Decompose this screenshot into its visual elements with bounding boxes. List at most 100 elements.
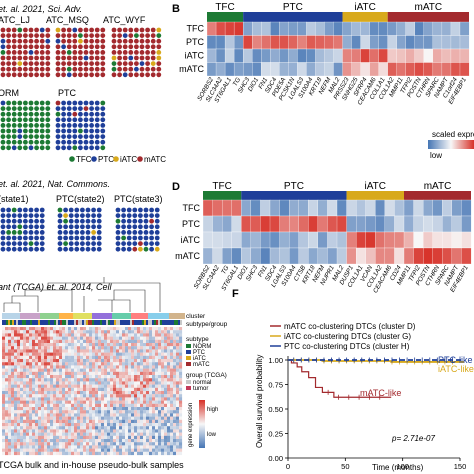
- bulk-heatmap-cell: [35, 384, 39, 388]
- cell-dot: [126, 241, 132, 247]
- cell-dot: [72, 72, 78, 78]
- heatmap-cell: [231, 199, 242, 217]
- bulk-heatmap-cell: [17, 426, 21, 430]
- bulk-heatmap-cell: [59, 429, 63, 433]
- cell-dot: [6, 50, 11, 55]
- bulk-heatmap-cell: [128, 330, 132, 334]
- heatmap-cell: [260, 215, 271, 233]
- heatmap-cell: [396, 62, 407, 77]
- bulk-heatmap-cell: [8, 410, 12, 414]
- bulk-heatmap-cell: [176, 416, 180, 420]
- bulk-heatmap-cell: [77, 387, 81, 392]
- bulk-heatmap-cell: [41, 439, 45, 443]
- bulk-heatmap-cell: [11, 346, 15, 350]
- cell-dot: [83, 66, 89, 72]
- heatmap-cell: [387, 21, 398, 36]
- bulk-heatmap-cell: [59, 355, 63, 360]
- bulk-heatmap-cell: [86, 333, 90, 337]
- bulk-heatmap-cell: [77, 416, 81, 420]
- bulk-heatmap-cell: [14, 387, 18, 392]
- bulk-heatmap-cell: [122, 365, 126, 369]
- bulk-heatmap-cell: [86, 346, 90, 350]
- bulk-heatmap-cell: [68, 432, 72, 436]
- bulk-heatmap-cell: [89, 403, 93, 408]
- bulk-heatmap-cell: [59, 336, 63, 340]
- bulk-heatmap-cell: [53, 416, 57, 420]
- bulk-heatmap-cell: [119, 419, 123, 424]
- bulk-heatmap-cell: [95, 407, 99, 411]
- bulk-heatmap-cell: [137, 416, 141, 420]
- cell-dot: [94, 145, 100, 151]
- heatmap-cell: [396, 48, 407, 63]
- bulk-heatmap-cell: [128, 339, 132, 344]
- bulk-heatmap-cell: [176, 413, 180, 417]
- bulk-heatmap-cell: [158, 371, 162, 376]
- cell-dot: [61, 106, 66, 111]
- bulk-heatmap-cell: [53, 419, 57, 424]
- bulk-heatmap-cell: [149, 381, 153, 385]
- cell-dot: [111, 66, 117, 72]
- cell-dot: [61, 27, 66, 33]
- bulk-heatmap-cell: [83, 352, 87, 356]
- bulk-heatmap-cell: [164, 368, 168, 372]
- bulk-heatmap-cell: [122, 387, 126, 392]
- bulk-heatmap-cell: [143, 394, 147, 398]
- cell-dot: [34, 241, 39, 247]
- bulk-heatmap-cell: [62, 349, 66, 353]
- bulk-heatmap-cell: [128, 368, 132, 372]
- bulk-heatmap-cell: [23, 403, 27, 408]
- bulk-heatmap-cell: [110, 359, 114, 363]
- bulk-heatmap-cell: [173, 445, 177, 449]
- bulk-heatmap-cell: [101, 423, 105, 427]
- bulk-heatmap-cell: [167, 403, 171, 408]
- bulk-heatmap-cell: [122, 397, 126, 401]
- bulk-heatmap-cell: [17, 352, 21, 356]
- heatmap-cell: [414, 35, 425, 50]
- bulk-heatmap-cell: [8, 352, 12, 356]
- cell-dot: [28, 139, 34, 145]
- bulk-heatmap-cell: [50, 378, 54, 382]
- row-label-ptc: PTC: [186, 37, 205, 47]
- bulk-heatmap-cell: [131, 403, 135, 408]
- bulk-heatmap-cell: [86, 339, 90, 344]
- bulk-heatmap-cell: [170, 371, 174, 376]
- bulk-heatmap-cell: [131, 336, 135, 340]
- bulk-heatmap-cell: [176, 448, 180, 452]
- bulk-heatmap-cell: [173, 423, 177, 427]
- cell-dot: [23, 72, 28, 78]
- bulk-heatmap-cell: [14, 362, 18, 366]
- bulk-heatmap-cell: [155, 384, 159, 388]
- cell-dot: [150, 38, 156, 44]
- bulk-heatmap-cell: [38, 432, 42, 436]
- bulk-heatmap-cell: [74, 384, 78, 388]
- bulk-heatmap-cell: [95, 359, 99, 363]
- bulk-heatmap-cell: [62, 435, 66, 440]
- bulk-heatmap-cell: [137, 343, 141, 347]
- bulk-heatmap-cell: [122, 343, 126, 347]
- bulk-heatmap-cell: [92, 365, 96, 369]
- cell-dot: [100, 123, 106, 128]
- bulk-heatmap-cell: [74, 362, 78, 366]
- bulk-heatmap-cell: [2, 439, 6, 443]
- cell-dot: [0, 207, 6, 213]
- panel-e-low: low: [207, 432, 217, 438]
- bulk-heatmap-cell: [32, 413, 36, 417]
- bulk-heatmap-cell: [29, 394, 33, 398]
- km-ytick-label: 0.50: [268, 405, 283, 414]
- bulk-heatmap-cell: [164, 391, 168, 395]
- bulk-heatmap-cell: [161, 371, 165, 376]
- bulk-heatmap-cell: [164, 365, 168, 369]
- bulk-heatmap-cell: [110, 426, 114, 430]
- bulk-heatmap-cell: [107, 355, 111, 360]
- bulk-heatmap-cell: [44, 330, 48, 334]
- cell-dot: [100, 72, 106, 78]
- bulk-heatmap-cell: [140, 413, 144, 417]
- bulk-heatmap-cell: [98, 400, 102, 404]
- bulk-heatmap-cell: [41, 327, 45, 331]
- bulk-heatmap-cell: [56, 439, 60, 443]
- heatmap-cell: [336, 215, 347, 233]
- cell-dot: [154, 235, 160, 241]
- bulk-heatmap-cell: [14, 327, 18, 331]
- bulk-heatmap-cell: [155, 327, 159, 331]
- heatmap-cell: [413, 199, 424, 217]
